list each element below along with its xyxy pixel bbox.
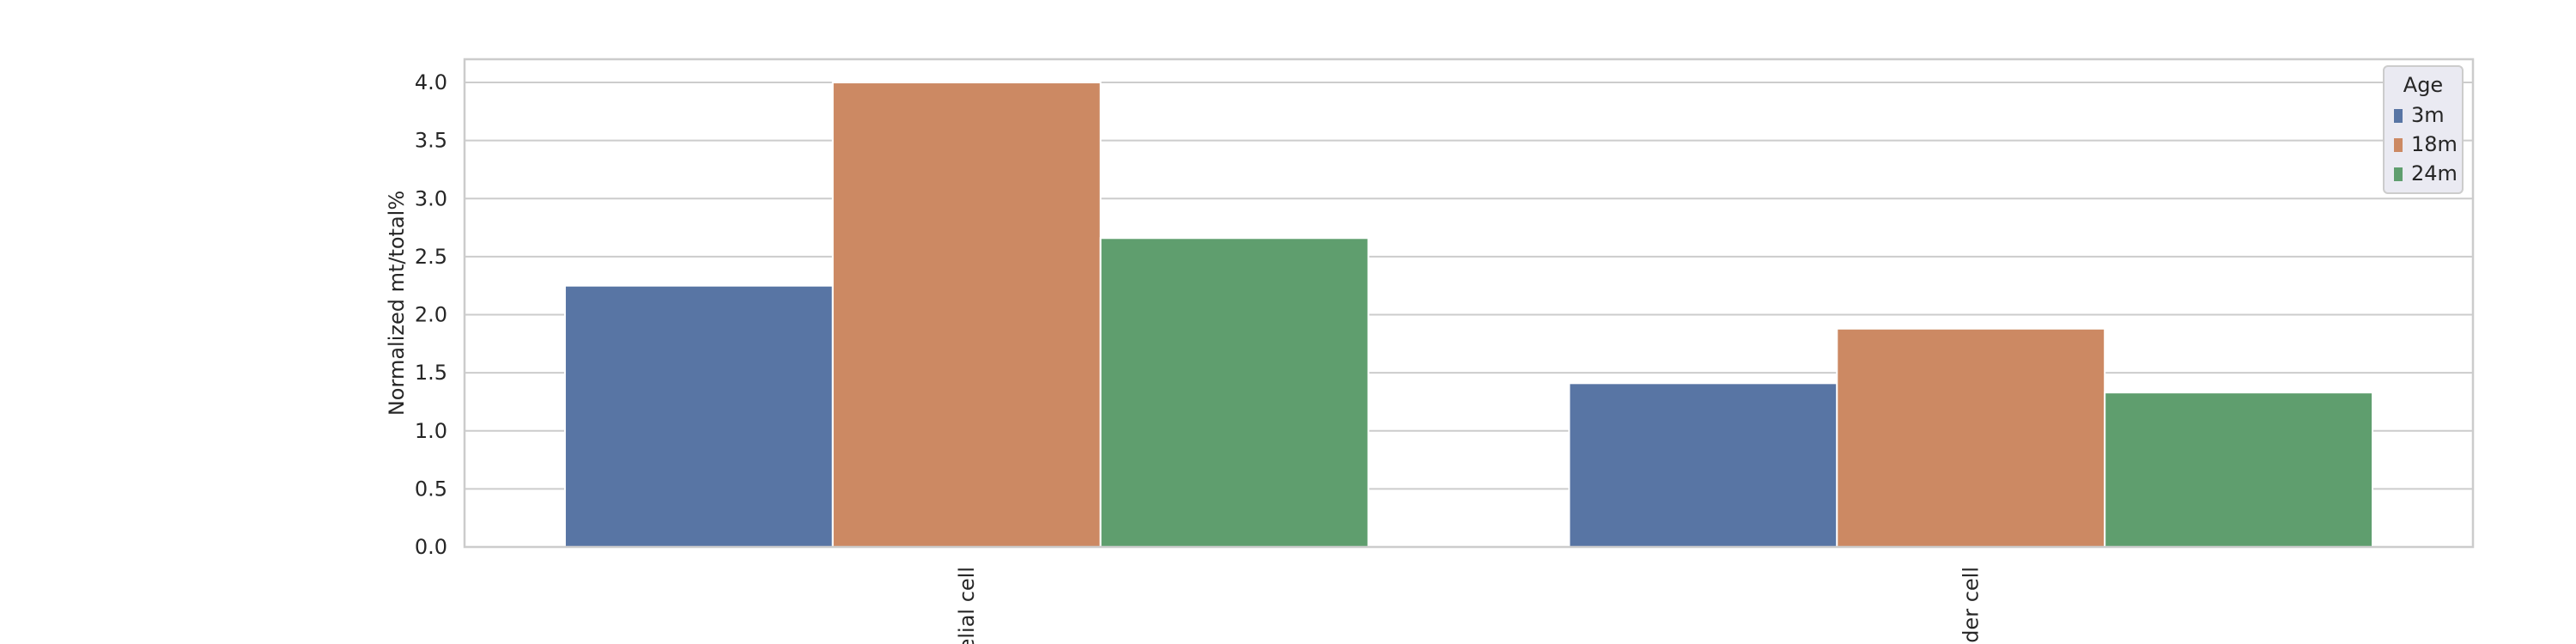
legend-swatch [2394, 167, 2403, 181]
bar [1836, 327, 2106, 548]
legend-box [2383, 65, 2464, 194]
x-tick-label: dder cell [1959, 567, 1983, 644]
bar [2104, 392, 2374, 548]
plot-frame [463, 58, 2475, 549]
x-tick-label: elial cell [955, 567, 979, 644]
y-tick-label: 0.0 [415, 535, 447, 559]
legend: Age 3m 18m 24m [2383, 65, 2464, 194]
y-tick-label: 2.5 [415, 245, 447, 269]
y-tick-label: 4.0 [415, 70, 447, 94]
legend-swatch [2394, 109, 2403, 123]
y-tick-label: 0.5 [415, 477, 447, 501]
bar [831, 82, 1102, 549]
y-tick-label: 1.0 [415, 419, 447, 443]
y-tick-label: 1.5 [415, 361, 447, 385]
y-tick-label: 2.0 [415, 303, 447, 327]
bar [1568, 382, 1838, 549]
bar [563, 284, 834, 548]
legend-label: 24m [2411, 161, 2458, 185]
y-tick-label: 3.5 [415, 129, 447, 153]
legend-label: 18m [2411, 132, 2458, 156]
y-axis-label: Normalized mt/total% [385, 191, 409, 416]
legend-label: 3m [2411, 103, 2445, 127]
legend-swatch [2394, 138, 2403, 152]
bar [1099, 237, 1370, 548]
y-tick-label: 3.0 [415, 186, 447, 210]
legend-title: Age [2403, 73, 2443, 97]
